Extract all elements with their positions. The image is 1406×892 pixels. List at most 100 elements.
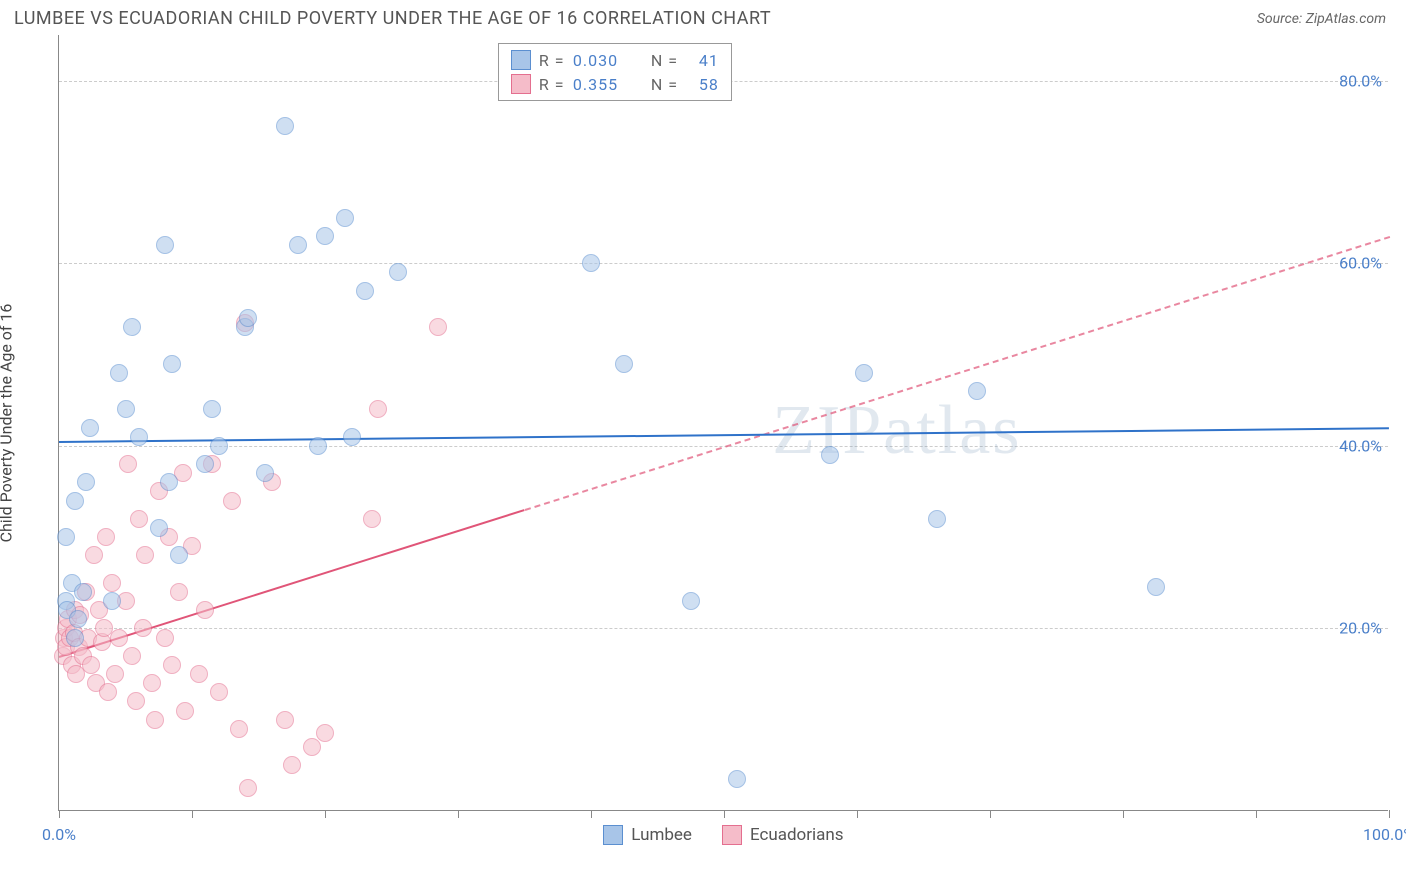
scatter-point-lumbee xyxy=(74,583,92,601)
scatter-point-lumbee xyxy=(728,770,746,788)
scatter-point-lumbee xyxy=(160,473,178,491)
scatter-point-lumbee xyxy=(928,510,946,528)
scatter-point-lumbee xyxy=(196,455,214,473)
x-tick-mark xyxy=(857,810,858,818)
scatter-point-ecuadorians xyxy=(82,656,100,674)
scatter-point-lumbee xyxy=(256,464,274,482)
chart-title: LUMBEE VS ECUADORIAN CHILD POVERTY UNDER… xyxy=(14,8,771,29)
y-tick-label: 40.0% xyxy=(1339,436,1382,455)
scatter-point-ecuadorians xyxy=(110,629,128,647)
scatter-point-ecuadorians xyxy=(170,583,188,601)
scatter-point-ecuadorians xyxy=(103,574,121,592)
scatter-point-ecuadorians xyxy=(156,629,174,647)
scatter-point-lumbee xyxy=(289,236,307,254)
scatter-point-ecuadorians xyxy=(127,692,145,710)
scatter-point-ecuadorians xyxy=(85,546,103,564)
scatter-point-ecuadorians xyxy=(99,683,117,701)
legend-n-value: 41 xyxy=(689,51,719,70)
correlation-legend-row: R = 0.030 N = 41 xyxy=(511,48,719,72)
scatter-point-lumbee xyxy=(582,254,600,272)
scatter-point-ecuadorians xyxy=(230,720,248,738)
scatter-point-lumbee xyxy=(170,546,188,564)
scatter-point-lumbee xyxy=(110,364,128,382)
scatter-point-lumbee xyxy=(276,117,294,135)
legend-n-label: N = xyxy=(651,75,681,94)
scatter-point-ecuadorians xyxy=(283,756,301,774)
scatter-point-lumbee xyxy=(117,400,135,418)
series-legend-item: Ecuadorians xyxy=(722,825,844,845)
scatter-point-ecuadorians xyxy=(196,601,214,619)
correlation-legend: R = 0.030 N = 41 R = 0.355 N = 58 xyxy=(498,43,732,101)
scatter-point-lumbee xyxy=(203,400,221,418)
scatter-point-lumbee xyxy=(855,364,873,382)
scatter-point-lumbee xyxy=(66,492,84,510)
scatter-point-ecuadorians xyxy=(239,779,257,797)
scatter-point-ecuadorians xyxy=(146,711,164,729)
scatter-point-lumbee xyxy=(156,236,174,254)
chart-area: Child Poverty Under the Age of 16 20.0%4… xyxy=(12,35,1390,861)
scatter-point-ecuadorians xyxy=(276,711,294,729)
x-tick-mark xyxy=(1389,810,1390,818)
x-tick-mark xyxy=(458,810,459,818)
scatter-point-ecuadorians xyxy=(106,665,124,683)
legend-n-value: 58 xyxy=(689,75,719,94)
y-tick-label: 20.0% xyxy=(1339,619,1382,638)
scatter-point-lumbee xyxy=(57,528,75,546)
scatter-point-lumbee xyxy=(309,437,327,455)
series-legend: Lumbee Ecuadorians xyxy=(603,825,843,845)
legend-swatch xyxy=(511,74,531,94)
scatter-point-lumbee xyxy=(69,610,87,628)
scatter-point-lumbee xyxy=(66,629,84,647)
x-tick-mark xyxy=(591,810,592,818)
series-legend-label: Lumbee xyxy=(631,825,692,845)
scatter-point-ecuadorians xyxy=(123,647,141,665)
scatter-point-ecuadorians xyxy=(316,724,334,742)
scatter-point-ecuadorians xyxy=(130,510,148,528)
scatter-point-lumbee xyxy=(150,519,168,537)
scatter-point-lumbee xyxy=(103,592,121,610)
scatter-point-lumbee xyxy=(336,209,354,227)
x-tick-mark xyxy=(990,810,991,818)
scatter-point-ecuadorians xyxy=(143,674,161,692)
scatter-point-lumbee xyxy=(123,318,141,336)
plot-region: 20.0%40.0%60.0%80.0%0.0%100.0%ZIPatlasR … xyxy=(58,35,1388,811)
scatter-point-ecuadorians xyxy=(210,683,228,701)
scatter-point-ecuadorians xyxy=(163,656,181,674)
legend-r-value: 0.030 xyxy=(573,51,643,70)
scatter-point-lumbee xyxy=(389,263,407,281)
scatter-point-lumbee xyxy=(968,382,986,400)
scatter-point-ecuadorians xyxy=(363,510,381,528)
x-tick-mark xyxy=(192,810,193,818)
x-tick-mark xyxy=(1256,810,1257,818)
x-tick-label: 0.0% xyxy=(42,825,76,844)
y-axis-label: Child Poverty Under the Age of 16 xyxy=(0,304,16,543)
scatter-point-ecuadorians xyxy=(223,492,241,510)
source-attribution: Source: ZipAtlas.com xyxy=(1257,11,1386,27)
scatter-point-ecuadorians xyxy=(176,702,194,720)
x-tick-mark xyxy=(325,810,326,818)
x-tick-label: 100.0% xyxy=(1363,825,1406,844)
legend-r-label: R = xyxy=(539,51,565,70)
scatter-point-ecuadorians xyxy=(136,546,154,564)
scatter-point-lumbee xyxy=(615,355,633,373)
x-tick-mark xyxy=(724,810,725,818)
scatter-point-lumbee xyxy=(81,419,99,437)
scatter-point-lumbee xyxy=(130,428,148,446)
legend-r-label: R = xyxy=(539,75,565,94)
trend-line-solid xyxy=(59,509,525,658)
correlation-legend-row: R = 0.355 N = 58 xyxy=(511,72,719,96)
scatter-point-ecuadorians xyxy=(429,318,447,336)
scatter-point-ecuadorians xyxy=(119,455,137,473)
scatter-point-ecuadorians xyxy=(303,738,321,756)
legend-n-label: N = xyxy=(651,51,681,70)
chart-header: LUMBEE VS ECUADORIAN CHILD POVERTY UNDER… xyxy=(0,0,1406,35)
scatter-point-ecuadorians xyxy=(134,619,152,637)
scatter-point-lumbee xyxy=(163,355,181,373)
legend-swatch xyxy=(603,825,623,845)
legend-r-value: 0.355 xyxy=(573,75,643,94)
trend-line-solid xyxy=(59,428,1389,444)
series-legend-item: Lumbee xyxy=(603,825,692,845)
scatter-point-ecuadorians xyxy=(190,665,208,683)
y-tick-label: 80.0% xyxy=(1339,71,1382,90)
scatter-point-lumbee xyxy=(316,227,334,245)
